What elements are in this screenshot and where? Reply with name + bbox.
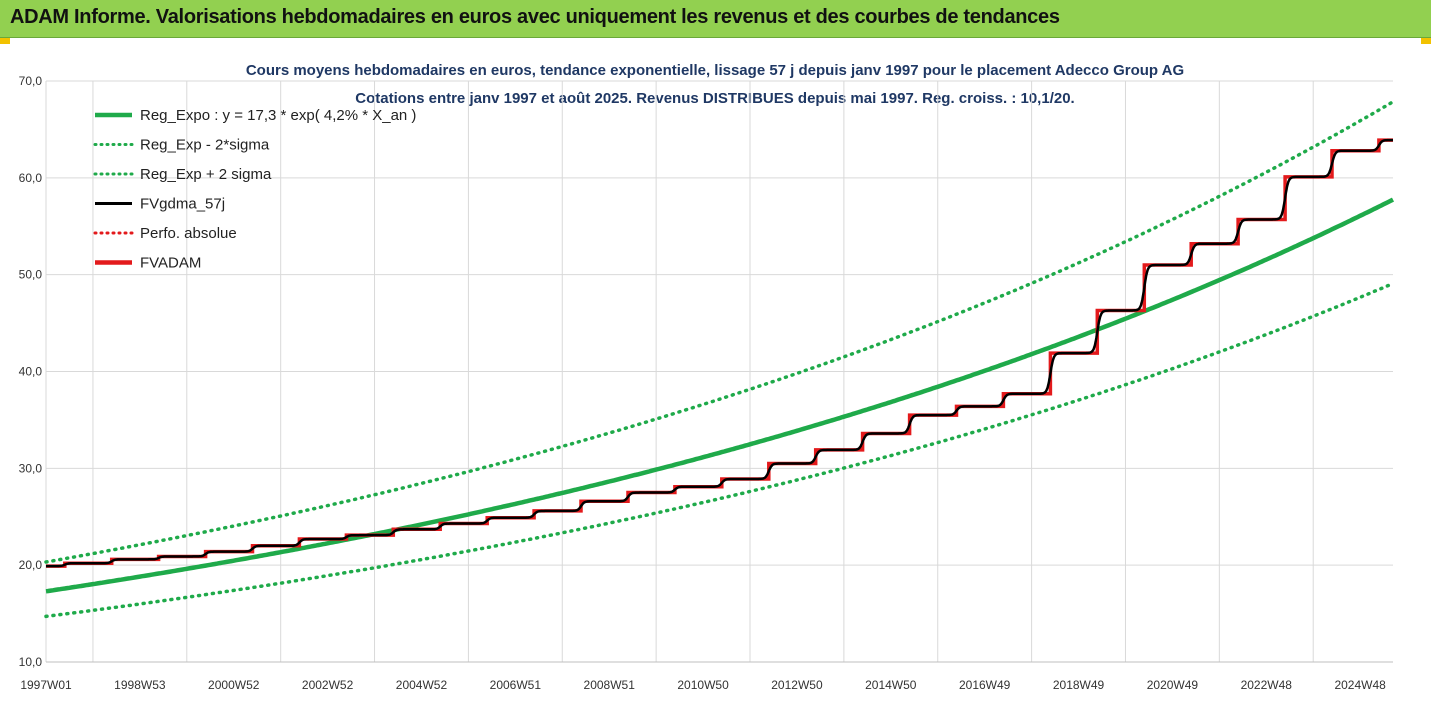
series-reg-expo [45, 197, 1395, 594]
legend: Reg_Expo : y = 17,3 * exp( 4,2% * X_an )… [93, 107, 416, 272]
x-tick-label: 2020W49 [1147, 678, 1199, 692]
gridlines [45, 80, 1393, 663]
x-tick-label: 2000W52 [208, 678, 260, 692]
legend-label-reg: Reg_Expo : y = 17,3 * exp( 4,2% * X_an ) [140, 107, 416, 124]
x-tick-label: 2006W51 [490, 678, 542, 692]
y-tick-label: 50,0 [19, 268, 43, 282]
x-tick-label: 2004W52 [396, 678, 448, 692]
series-fvadam [46, 138, 1393, 568]
series-reg-upper [44, 100, 1395, 564]
legend-label-smooth: FVgdma_57j [140, 196, 225, 213]
x-axis-ticks: 1997W01 1998W53 2000W52 2002W52 2004W52 2006W… [20, 678, 1386, 692]
y-tick-label: 20,0 [19, 558, 43, 572]
y-axis-ticks: 10,0 20,0 30,0 40,0 50,0 60,0 70,0 [19, 74, 43, 669]
x-tick-label: 2014W50 [865, 678, 917, 692]
series-reg-lower [44, 281, 1395, 619]
chart-title-line2: Cotations entre janv 1997 et août 2025. … [355, 90, 1074, 107]
x-tick-label: 2010W50 [677, 678, 729, 692]
y-tick-label: 10,0 [19, 655, 43, 669]
x-tick-label: 1998W53 [114, 678, 166, 692]
report-header: ADAM Informe. Valorisations hebdomadaire… [0, 0, 1431, 38]
report-title: ADAM Informe. Valorisations hebdomadaire… [10, 6, 1060, 28]
x-tick-label: 2022W48 [1241, 678, 1293, 692]
corner-marker-right [1421, 38, 1431, 44]
legend-label-perfo: Perfo. absolue [140, 225, 237, 242]
y-tick-label: 40,0 [19, 365, 43, 379]
x-tick-label: 1997W01 [20, 678, 72, 692]
y-tick-label: 60,0 [19, 171, 43, 185]
series-fvgdma-57j [46, 138, 1393, 568]
chart-titles: Cours moyens hebdomadaires en euros, ten… [246, 62, 1184, 107]
legend-label-upper: Reg_Exp + 2 sigma [140, 166, 272, 183]
legend-label-lower: Reg_Exp - 2*sigma [140, 137, 270, 154]
x-tick-label: 2024W48 [1334, 678, 1386, 692]
x-tick-label: 2008W51 [584, 678, 636, 692]
x-tick-label: 2012W50 [771, 678, 823, 692]
y-tick-label: 70,0 [19, 74, 43, 88]
chart-title-line1: Cours moyens hebdomadaires en euros, ten… [246, 62, 1184, 79]
chart: Cours moyens hebdomadaires en euros, ten… [19, 62, 1395, 692]
series-group [44, 100, 1395, 619]
x-tick-label: 2002W52 [302, 678, 354, 692]
y-tick-label: 30,0 [19, 461, 43, 475]
x-tick-label: 2016W49 [959, 678, 1011, 692]
x-tick-label: 2018W49 [1053, 678, 1105, 692]
corner-marker-left [0, 38, 10, 44]
legend-label-fvadam: FVADAM [140, 255, 201, 272]
